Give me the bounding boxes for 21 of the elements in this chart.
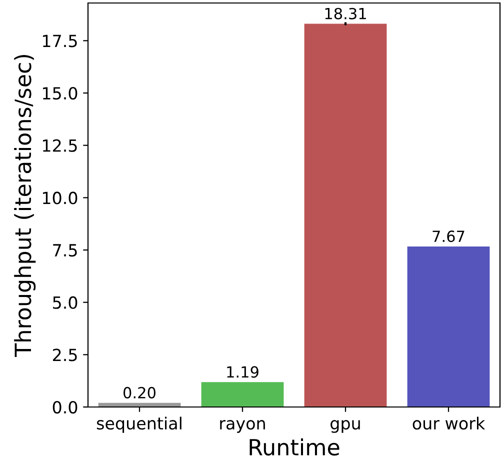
bar — [407, 246, 490, 407]
x-axis-title: Runtime — [250, 438, 340, 456]
y-tick-label: 7.5 — [53, 244, 77, 257]
y-tick-label: 17.5 — [43, 34, 77, 48]
bar — [304, 24, 387, 407]
y-tick-label: 12.5 — [43, 139, 77, 152]
y-axis-title: Throughput (iterations/sec) — [14, 54, 36, 358]
data-label: 18.31 — [325, 8, 366, 20]
y-tick-label: 2.5 — [52, 348, 77, 362]
y-tick-label: 15.0 — [43, 86, 78, 100]
data-label: 7.67 — [432, 230, 464, 242]
data-label: 0.20 — [124, 386, 156, 398]
x-tick-label: our work — [412, 416, 486, 430]
y-tick-label: 5.0 — [53, 296, 78, 309]
x-tick-label: gpu — [330, 420, 360, 433]
bar — [201, 382, 284, 407]
x-tick-label: rayon — [220, 420, 265, 433]
x-tick-label: sequential — [96, 416, 182, 433]
data-label: 1.19 — [227, 366, 258, 378]
y-tick-label: 0.0 — [52, 400, 78, 414]
y-tick-label: 10.0 — [43, 192, 78, 204]
